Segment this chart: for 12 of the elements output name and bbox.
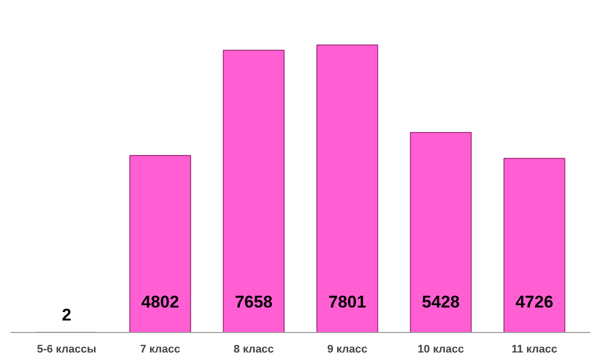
data-label: 4726 [515, 292, 554, 312]
x-tick-label: 9 класс [327, 344, 368, 356]
data-label: 5428 [422, 292, 460, 312]
data-label: 2 [62, 305, 72, 324]
data-label: 4802 [141, 292, 180, 312]
x-tick-label: 11 класс [512, 344, 558, 356]
x-tick-label: 10 класс [418, 344, 464, 356]
x-tick-label: 7 класс [140, 344, 180, 356]
x-tick-label: 8 класс [234, 344, 274, 356]
data-label: 7658 [234, 292, 273, 312]
data-label: 7801 [328, 292, 366, 312]
x-tick-label: 5-6 классы [36, 344, 96, 356]
